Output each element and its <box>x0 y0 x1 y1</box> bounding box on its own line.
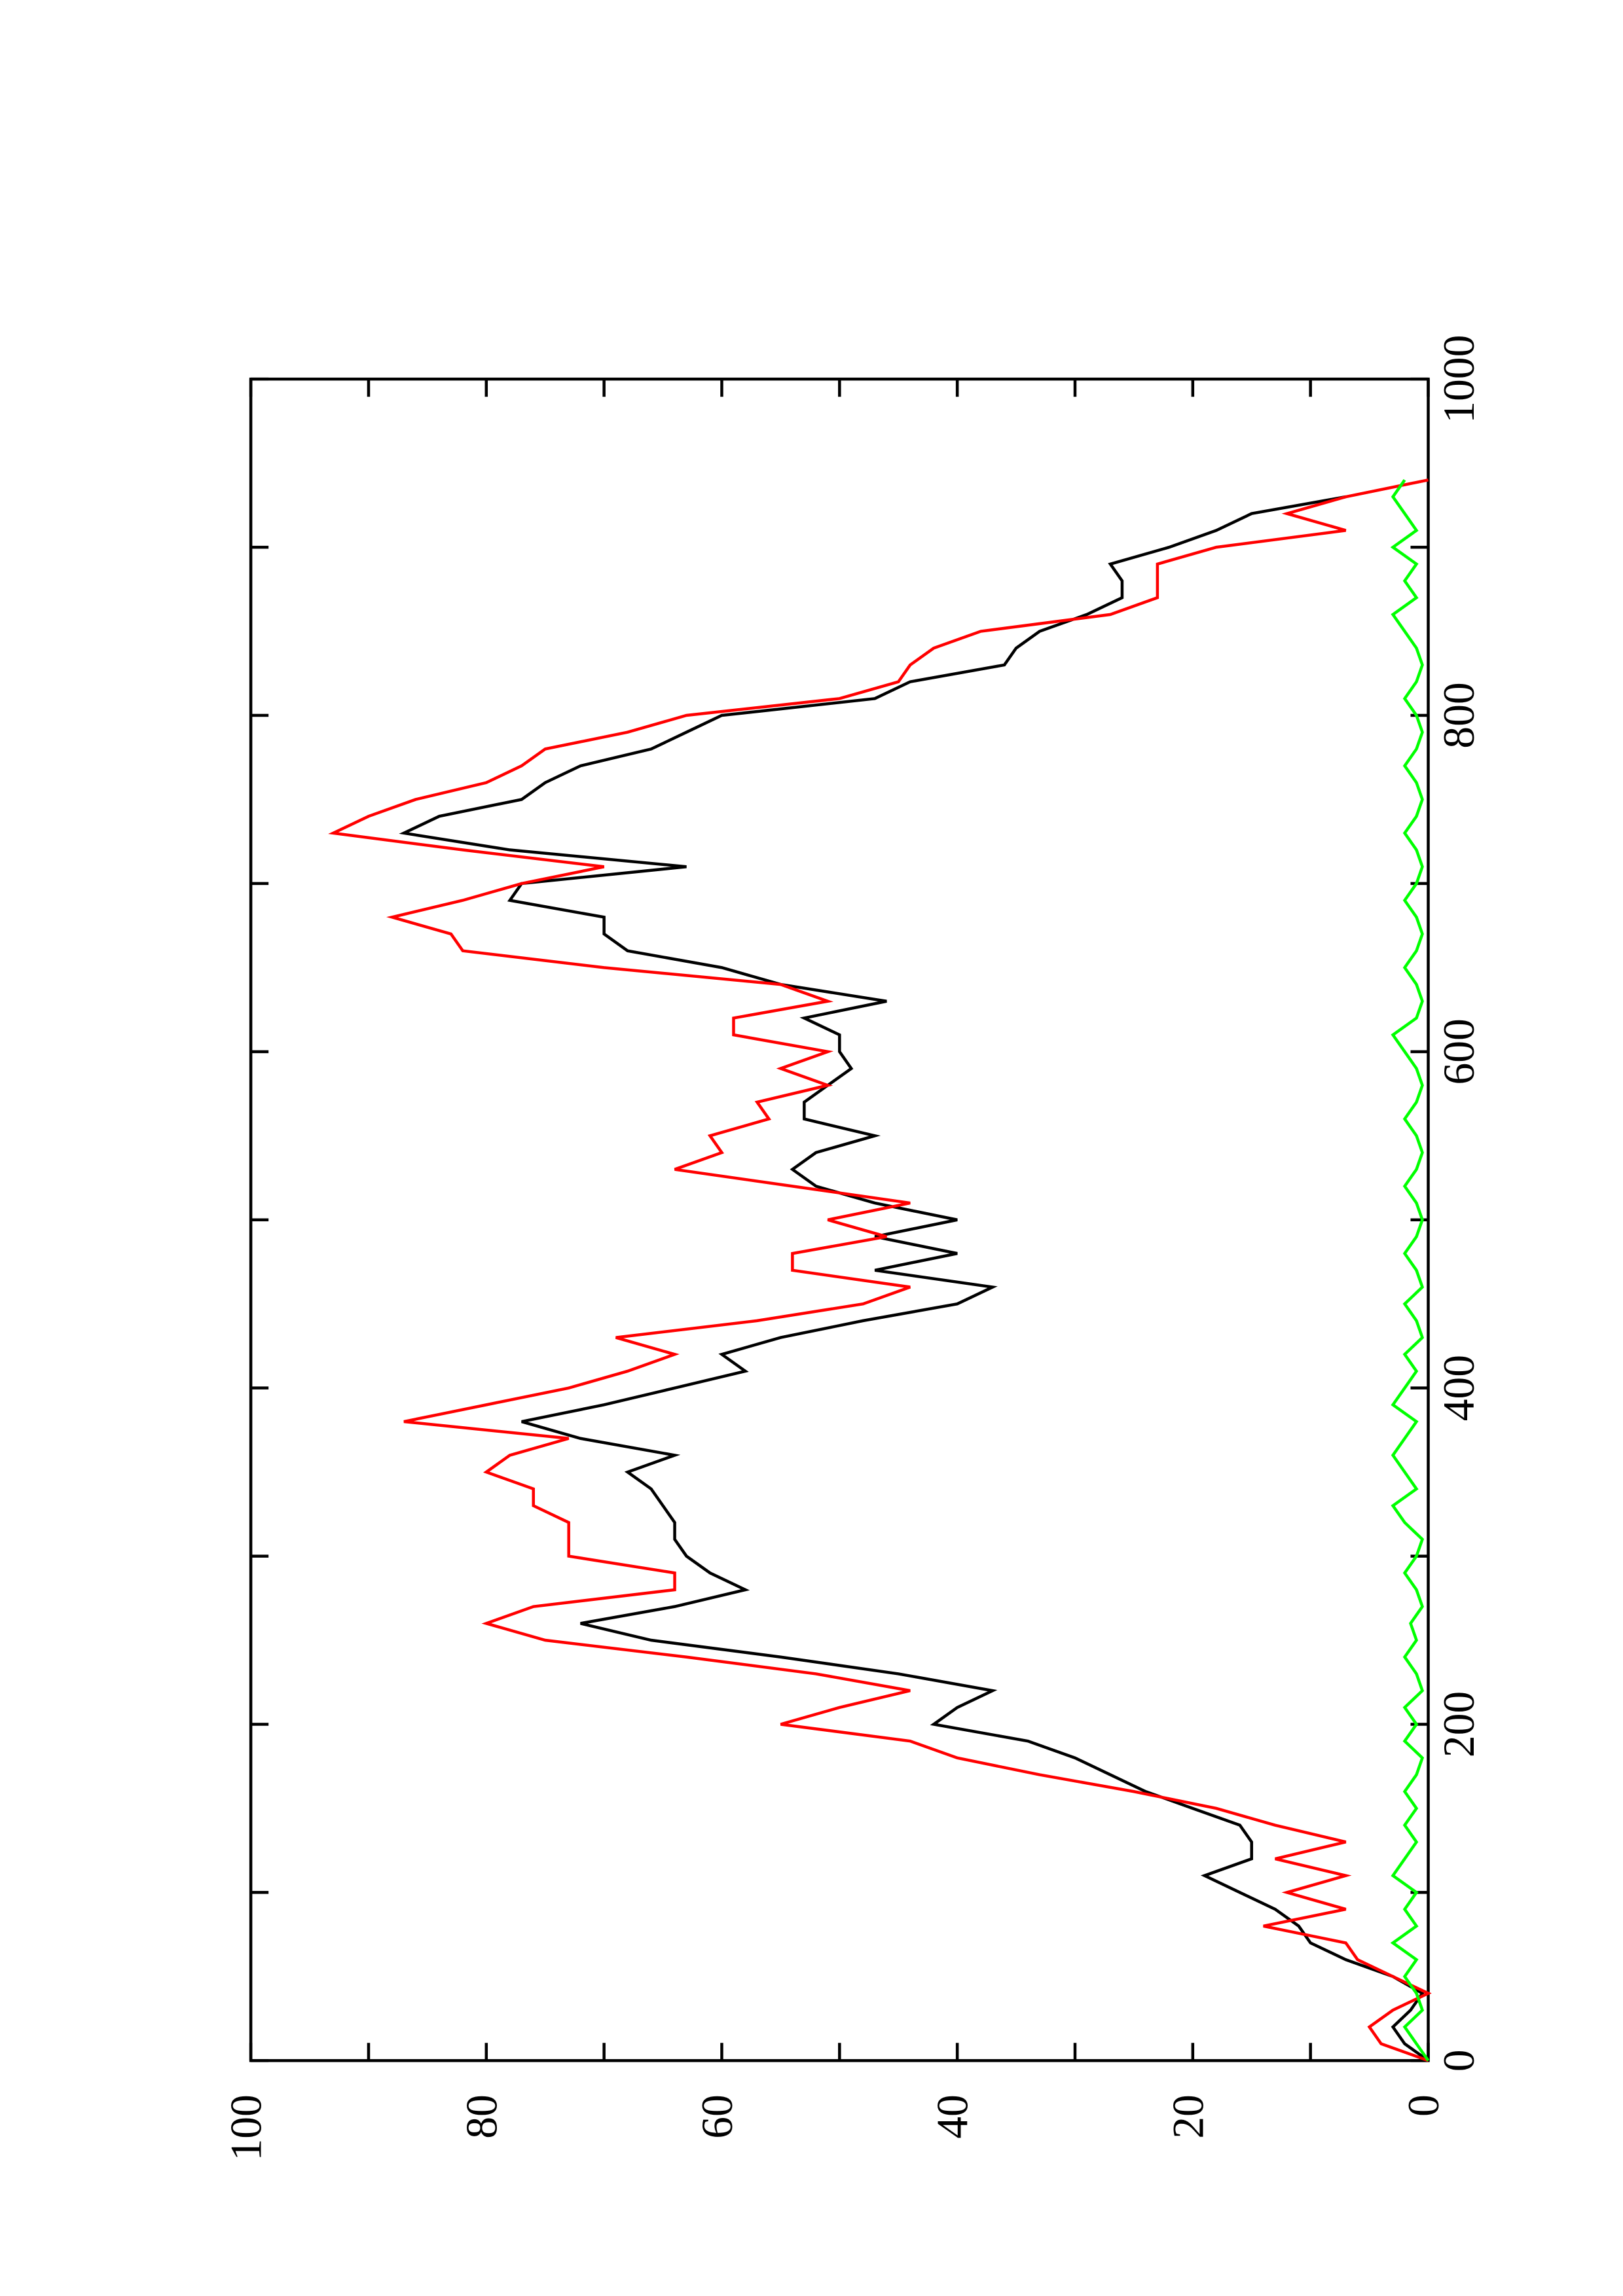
series-line <box>1390 479 1430 2062</box>
x-tick-label: 1000 <box>1434 335 1484 423</box>
y-tick-label: 60 <box>693 2094 742 2139</box>
x-tick-label: 800 <box>1434 682 1484 748</box>
x-tick-label: 0 <box>1434 2049 1484 2072</box>
y-tick-label: 80 <box>457 2094 506 2139</box>
x-tick-label: 600 <box>1434 1018 1484 1085</box>
y-tick-label: 40 <box>928 2094 977 2139</box>
y-tick-label: 20 <box>1163 2094 1213 2139</box>
series-line <box>328 478 1432 2062</box>
y-tick-label: 100 <box>222 2094 271 2161</box>
x-tick-label: 400 <box>1434 1355 1484 1421</box>
plot-frame <box>249 377 1430 2062</box>
x-tick-label: 200 <box>1434 1691 1484 1757</box>
y-tick-label: 0 <box>1399 2094 1448 2117</box>
